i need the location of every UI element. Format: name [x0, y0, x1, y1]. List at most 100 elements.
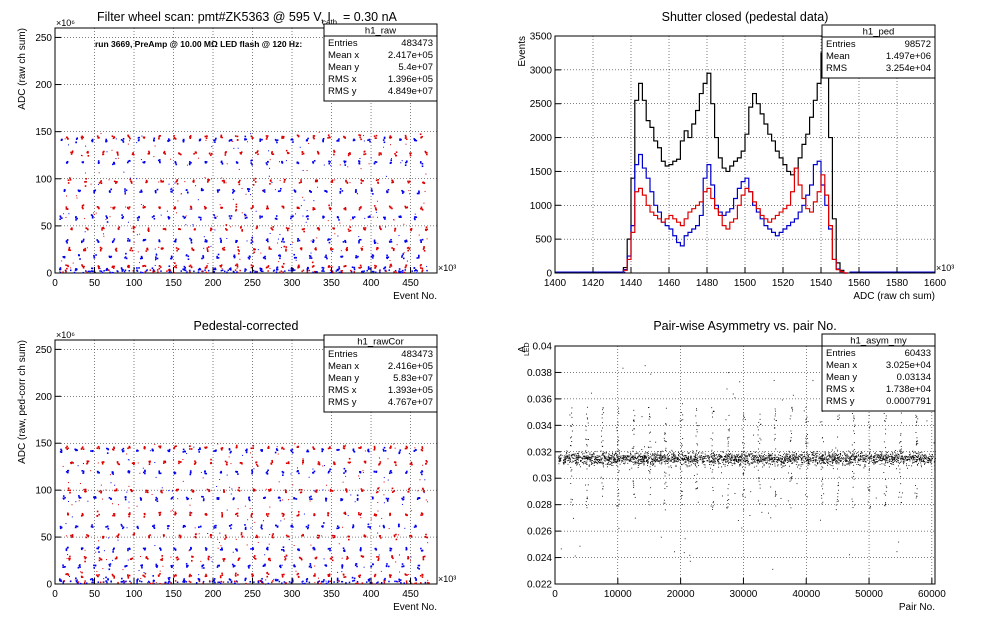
data-point: [278, 261, 279, 262]
data-point: [711, 464, 712, 465]
data-point: [416, 272, 417, 273]
data-point: [868, 457, 869, 458]
stats-row-key: Mean x: [328, 50, 359, 61]
data-point: [850, 461, 851, 462]
data-point: [93, 192, 95, 194]
data-point: [84, 491, 86, 493]
data-point: [254, 271, 256, 273]
data-point: [896, 455, 897, 456]
data-point: [217, 539, 218, 540]
data-point: [174, 471, 176, 473]
x-tick-label: 350: [323, 278, 340, 289]
data-point: [184, 269, 186, 271]
data-point: [884, 459, 885, 460]
data-point: [322, 449, 324, 451]
data-point: [139, 580, 141, 582]
data-point: [749, 463, 750, 464]
data-point: [379, 457, 380, 458]
data-point: [102, 499, 103, 500]
data-point: [331, 180, 333, 182]
x-tick-label: 250: [244, 589, 261, 600]
data-point: [66, 535, 67, 536]
data-point: [395, 448, 396, 449]
data-point: [75, 450, 77, 452]
data-point: [642, 458, 643, 459]
data-point: [425, 463, 427, 465]
data-point: [410, 155, 412, 157]
data-point: [385, 271, 387, 273]
x-axis-label: Event No.: [393, 602, 437, 613]
data-point: [73, 263, 74, 264]
data-point: [842, 463, 843, 464]
data-point: [237, 136, 239, 138]
data-point: [572, 462, 573, 463]
x-exponent-label: ×10³: [438, 263, 456, 273]
data-point: [931, 461, 932, 462]
data-point: [809, 463, 810, 464]
data-point: [372, 563, 374, 565]
data-point: [153, 140, 155, 142]
data-point: [229, 525, 231, 527]
y-tick-label: 1000: [530, 201, 553, 212]
data-point: [270, 179, 272, 181]
data-point: [310, 191, 312, 193]
data-point: [743, 452, 744, 453]
data-point: [328, 471, 330, 473]
data-point: [663, 455, 664, 456]
data-point: [315, 271, 317, 273]
data-point: [111, 150, 112, 151]
data-point: [325, 498, 327, 500]
data-point: [69, 177, 71, 179]
data-point: [688, 466, 689, 467]
data-point: [428, 582, 430, 584]
data-point: [108, 537, 109, 538]
data-point: [677, 457, 678, 458]
data-point: [785, 460, 786, 461]
data-point: [191, 267, 193, 269]
data-point: [278, 454, 279, 455]
data-point: [241, 229, 243, 231]
data-point: [85, 489, 87, 491]
data-point: [223, 249, 225, 251]
data-point: [850, 453, 851, 454]
data-point: [398, 216, 400, 218]
data-point: [282, 271, 284, 273]
data-point: [183, 578, 185, 580]
data-point: [357, 498, 359, 500]
data-point: [255, 536, 257, 538]
data-point: [738, 454, 739, 455]
data-point: [194, 462, 196, 464]
data-point: [244, 270, 246, 272]
data-point: [251, 164, 253, 166]
data-point: [258, 249, 259, 250]
data-point: [74, 272, 76, 274]
data-point: [336, 270, 338, 272]
data-point: [176, 247, 178, 249]
data-point: [127, 448, 129, 450]
data-point: [375, 574, 377, 576]
data-point: [350, 494, 351, 495]
data-point: [83, 239, 85, 241]
data-point: [105, 141, 107, 143]
data-point: [230, 528, 232, 530]
data-point: [407, 558, 409, 560]
data-point: [171, 566, 173, 568]
data-point: [284, 270, 286, 272]
data-point: [713, 457, 714, 458]
data-point: [374, 576, 376, 578]
data-point: [108, 528, 110, 530]
data-point: [345, 180, 347, 182]
data-point: [281, 137, 283, 139]
data-point: [833, 455, 834, 456]
data-point: [157, 269, 159, 271]
data-point: [128, 502, 129, 503]
data-point: [98, 208, 100, 210]
data-point: [401, 256, 403, 258]
data-point: [300, 557, 302, 559]
y-tick-label: 0: [46, 269, 52, 280]
data-point: [710, 454, 711, 455]
data-point: [165, 228, 166, 229]
data-point: [298, 511, 300, 513]
data-point: [364, 140, 365, 141]
data-point: [363, 270, 365, 272]
